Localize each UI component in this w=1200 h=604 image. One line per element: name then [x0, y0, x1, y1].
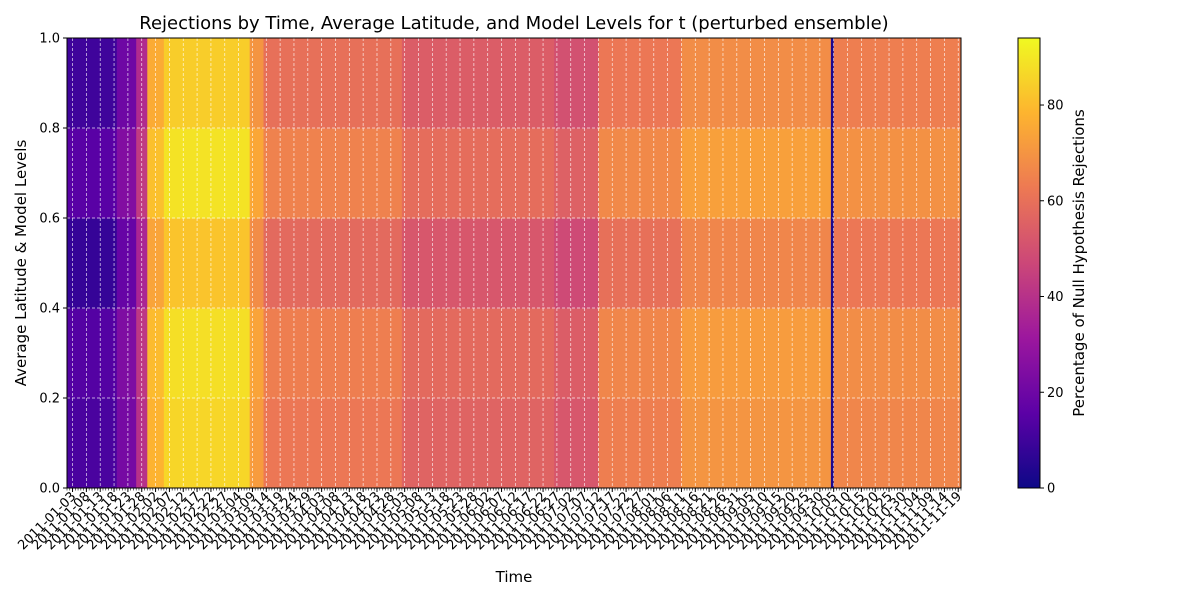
colorbar-tick-label: 20: [1047, 386, 1064, 401]
heatmap-cell: [249, 218, 265, 309]
heatmap-cell: [681, 398, 832, 488]
y-tick-label: 0.0: [39, 482, 60, 497]
heatmap-cell: [116, 308, 137, 399]
heatmap-cell: [67, 398, 118, 488]
heatmap-cell: [163, 218, 251, 309]
colorbar-label: Percentage of Null Hypothesis Rejections: [1070, 109, 1088, 417]
colorbar-axis: 0 20 40 60 80: [1040, 99, 1064, 497]
heatmap-cell: [263, 128, 403, 219]
heatmap-cell: [681, 308, 832, 399]
heatmap-cell: [263, 218, 403, 309]
colorbar-tick-label: 0: [1047, 482, 1055, 497]
heatmap-cell: [163, 128, 251, 219]
heatmap-cell: [554, 128, 600, 219]
heatmap-cells: [67, 38, 961, 488]
heatmap-cell: [833, 218, 961, 309]
heatmap-cell: [401, 38, 555, 129]
heatmap-cell: [163, 38, 251, 129]
y-axis: 0.0 0.2 0.4 0.6 0.8 1.0: [39, 32, 67, 497]
heatmap-cell: [554, 218, 600, 309]
heatmap-cell: [554, 308, 600, 399]
heatmap-cell: [116, 128, 137, 219]
y-tick-label: 0.6: [39, 212, 60, 227]
heatmap-cell: [833, 398, 961, 488]
plot-frame: [66, 37, 962, 489]
y-tick-label: 0.4: [39, 302, 60, 317]
heatmap-cell: [833, 38, 961, 129]
heatmap-cell: [401, 308, 555, 399]
heatmap-cell: [833, 128, 961, 219]
heatmap-cell: [67, 38, 118, 129]
heatmap-cell: [116, 398, 137, 488]
heatmap-cell: [116, 218, 137, 309]
heatmap-cell: [830, 308, 835, 399]
x-axis: 2011-01-032011-01-082011-01-132011-01-18…: [15, 488, 965, 553]
heatmap-cell: [681, 128, 832, 219]
heatmap-cell: [263, 308, 403, 399]
heatmap-cell: [263, 38, 403, 129]
heatmap-cell: [833, 308, 961, 399]
colorbar-tick-label: 60: [1047, 194, 1064, 209]
heatmap-cell: [681, 218, 832, 309]
heatmap-cell: [249, 398, 265, 488]
heatmap-cell: [401, 398, 555, 488]
heatmap-cell: [263, 398, 403, 488]
heatmap-cell: [249, 128, 265, 219]
heatmap-cell: [554, 38, 600, 129]
y-tick-label: 0.2: [39, 392, 60, 407]
heatmap-cell: [67, 308, 118, 399]
heatmap-cell: [554, 398, 600, 488]
heatmap-cell: [830, 38, 835, 129]
y-tick-label: 0.8: [39, 122, 60, 137]
heatmap-cell: [163, 398, 251, 488]
heatmap-cell: [830, 128, 835, 219]
y-axis-label: Average Latitude & Model Levels: [12, 140, 30, 387]
heatmap-cell: [249, 308, 265, 399]
x-axis-label: Time: [495, 568, 533, 586]
heatmap-cell: [830, 398, 835, 488]
y-tick-label: 1.0: [39, 32, 60, 47]
gridlines: [67, 38, 961, 488]
heatmap-cell: [830, 218, 835, 309]
heatmap-cell: [67, 128, 118, 219]
heatmap-cell: [116, 38, 137, 129]
chart-title: Rejections by Time, Average Latitude, an…: [139, 13, 888, 34]
heatmap-cell: [401, 128, 555, 219]
heatmap-cell: [401, 218, 555, 309]
heatmap-cell: [249, 38, 265, 129]
colorbar-tick-label: 40: [1047, 290, 1064, 305]
heatmap-cell: [163, 308, 251, 399]
heatmap-cell: [681, 38, 832, 129]
colorbar: [1017, 37, 1041, 489]
colorbar-tick-label: 80: [1047, 99, 1064, 114]
heatmap-cell: [67, 218, 118, 309]
